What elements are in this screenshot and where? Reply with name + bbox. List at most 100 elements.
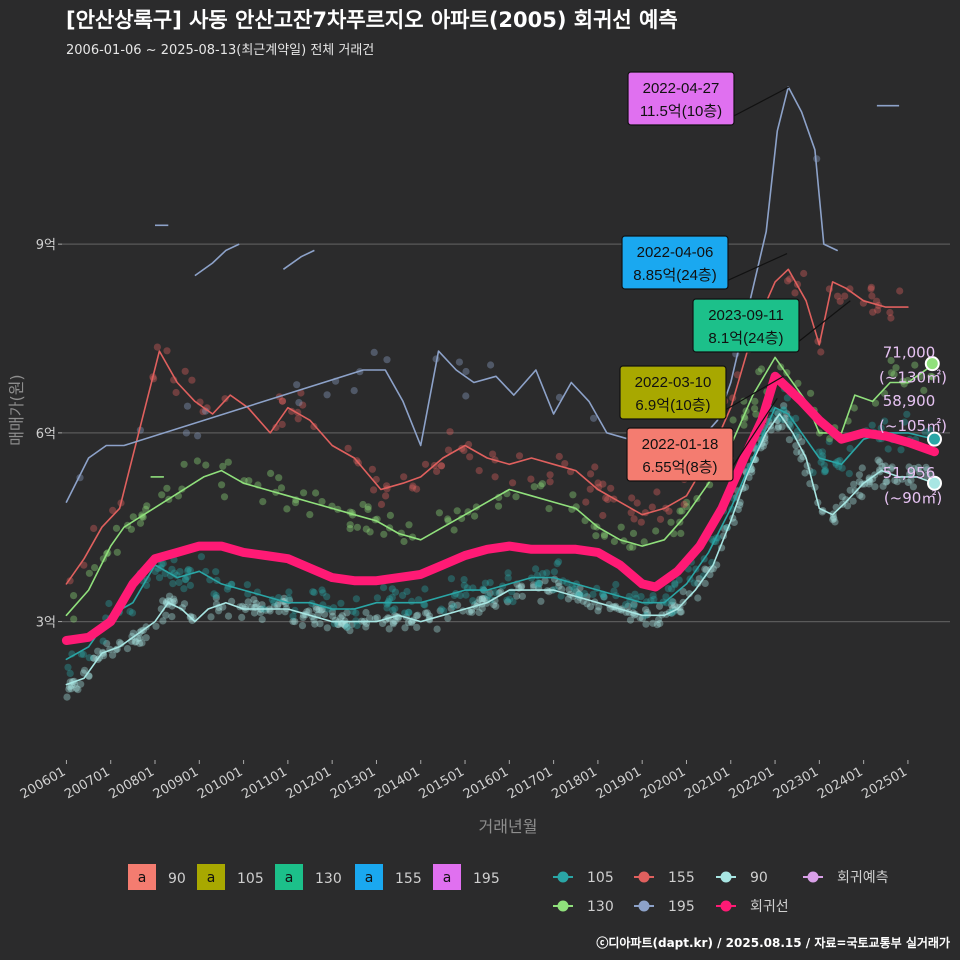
- data-point: [312, 605, 321, 614]
- data-point: [624, 602, 632, 610]
- data-point: [555, 579, 563, 587]
- x-tick-label: 202401: [815, 764, 865, 802]
- end-point-130: [924, 356, 940, 372]
- data-point: [186, 566, 194, 575]
- data-point: [907, 476, 915, 484]
- data-point: [546, 471, 554, 479]
- data-point: [637, 593, 645, 601]
- data-point: [740, 397, 748, 405]
- data-point: [650, 595, 658, 603]
- data-point: [831, 518, 839, 526]
- data-point: [353, 523, 361, 531]
- x-tick-label: 201701: [505, 764, 555, 802]
- data-point: [572, 588, 580, 596]
- data-point: [679, 588, 687, 596]
- data-point: [188, 376, 196, 384]
- data-point: [212, 594, 220, 602]
- data-point: [159, 597, 167, 605]
- data-point: [164, 597, 172, 605]
- end-points: 71,000 (~130㎡) 58,900 (~105㎡) 51,956 (~90㎡): [879, 344, 947, 508]
- data-point: [158, 560, 166, 568]
- data-point: [187, 612, 195, 620]
- x-tick-label: 201101: [239, 764, 289, 802]
- data-point: [219, 603, 227, 611]
- data-point: [437, 462, 445, 470]
- legend-area-letter: a: [138, 870, 147, 886]
- data-point: [70, 592, 78, 600]
- data-point: [181, 367, 189, 375]
- data-point: [178, 604, 186, 612]
- data-point: [786, 423, 795, 431]
- data-point: [589, 590, 597, 599]
- data-point: [278, 397, 286, 405]
- data-point: [755, 368, 763, 376]
- data-point: [801, 469, 809, 477]
- data-point: [642, 606, 650, 614]
- data-point: [797, 448, 805, 456]
- data-point: [543, 569, 551, 577]
- data-point: [906, 470, 914, 478]
- data-point: [817, 348, 825, 356]
- data-point: [152, 622, 160, 630]
- series-line-155: [65, 268, 909, 585]
- data-point: [408, 619, 416, 627]
- data-point: [299, 614, 307, 622]
- data-point: [65, 685, 73, 693]
- series-segment-195: [194, 243, 240, 277]
- series-segment-195: [282, 249, 315, 270]
- data-point: [649, 592, 657, 600]
- data-point: [713, 561, 721, 569]
- data-point: [794, 379, 802, 387]
- data-point: [136, 519, 145, 527]
- regression-line: [61, 371, 939, 645]
- data-point: [793, 448, 801, 456]
- data-point: [478, 604, 486, 613]
- data-point: [876, 458, 884, 466]
- data-point: [289, 617, 297, 626]
- data-point: [77, 680, 85, 688]
- data-point: [389, 606, 397, 614]
- data-point: [183, 402, 192, 410]
- data-point: [245, 477, 253, 485]
- data-point: [67, 685, 75, 693]
- legend-area-label: 105: [237, 871, 264, 887]
- data-point: [653, 621, 662, 629]
- data-point: [629, 543, 637, 551]
- data-point: [676, 507, 684, 515]
- legend-series-label: 90: [750, 870, 768, 886]
- data-point: [484, 591, 492, 600]
- data-point: [850, 404, 858, 412]
- data-point: [630, 515, 638, 523]
- data-point: [883, 477, 891, 485]
- data-point: [310, 588, 318, 597]
- data-point: [652, 527, 660, 535]
- data-point: [136, 634, 144, 642]
- x-tick-label: 201901: [594, 764, 644, 802]
- data-point: [421, 585, 429, 593]
- data-point: [103, 639, 111, 648]
- legend-series-label: 155: [668, 870, 695, 886]
- series-line-105: [65, 406, 936, 661]
- series-line-130: [65, 356, 936, 617]
- data-point: [701, 579, 709, 588]
- data-point: [807, 389, 815, 397]
- data-point: [633, 499, 641, 507]
- data-point: [309, 588, 317, 596]
- x-tick-label: 201201: [284, 764, 334, 802]
- annotation-price: 11.5억(10층): [640, 103, 722, 120]
- data-point: [341, 621, 349, 629]
- data-point: [554, 558, 563, 566]
- data-point: [162, 611, 170, 619]
- data-point: [70, 615, 78, 623]
- data-point: [627, 509, 635, 517]
- data-point: [352, 595, 360, 603]
- data-point: [81, 666, 89, 674]
- data-point: [207, 613, 215, 621]
- legend-series-dot: [638, 871, 650, 883]
- data-point: [534, 579, 542, 587]
- data-point: [515, 452, 524, 460]
- data-point: [561, 460, 569, 468]
- data-point: [923, 466, 931, 474]
- data-point: [900, 418, 909, 426]
- data-point: [553, 560, 561, 568]
